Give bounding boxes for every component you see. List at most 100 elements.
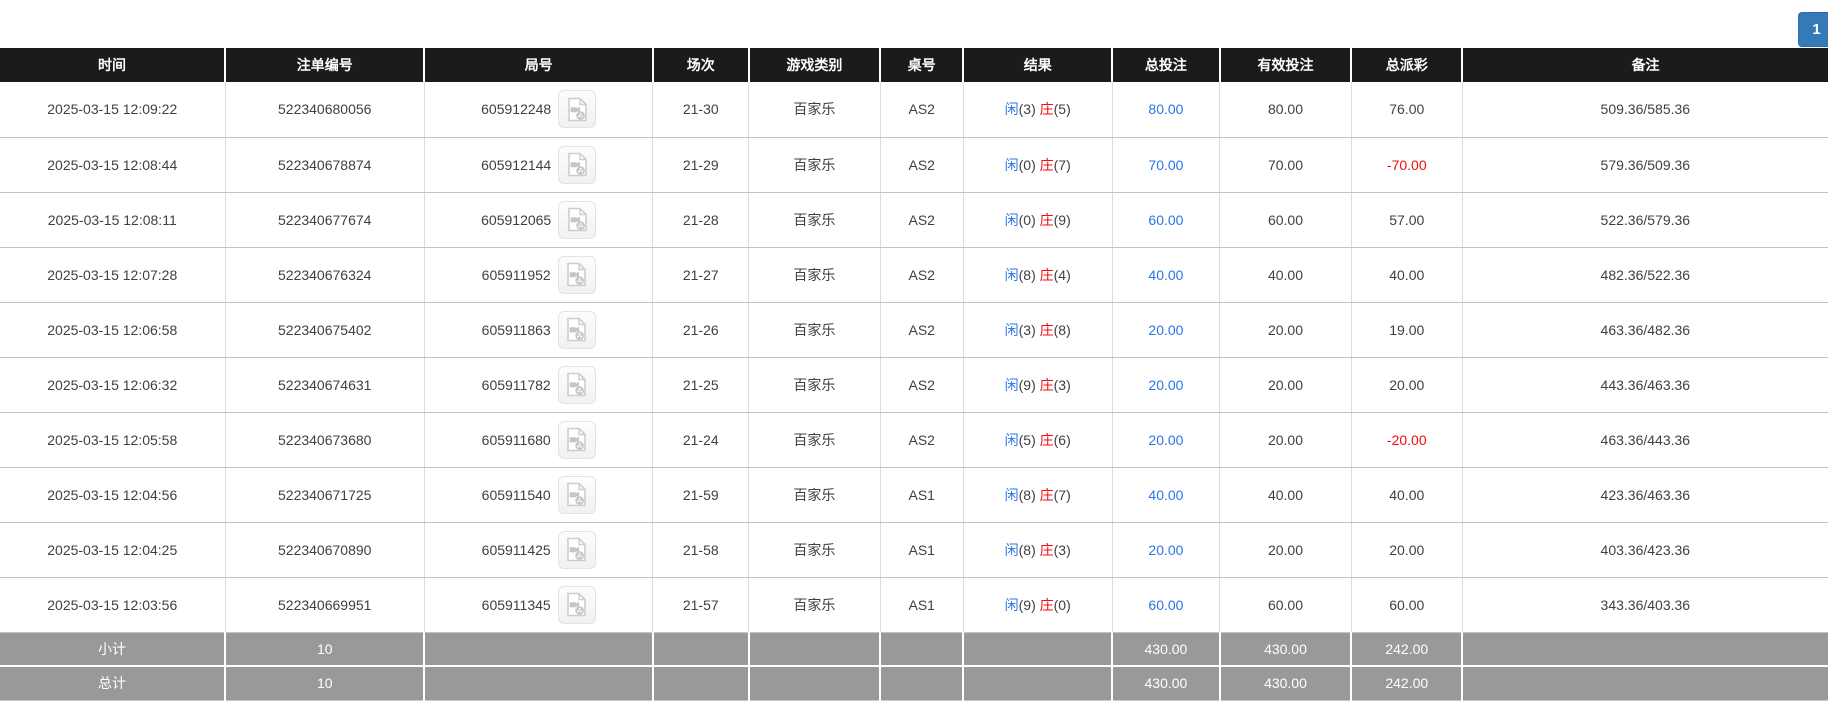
video-replay-button[interactable] bbox=[558, 90, 597, 129]
cell-game-type: 百家乐 bbox=[748, 412, 881, 468]
video-replay-icon bbox=[567, 317, 587, 342]
round-number: 605911540 bbox=[481, 486, 551, 503]
table-row: 2025-03-15 12:04:25 522340670890 605911425… bbox=[0, 522, 1828, 578]
round-number: 605911782 bbox=[481, 376, 551, 393]
result-player-label: 闲 bbox=[1004, 156, 1019, 173]
cell-session: 21-26 bbox=[652, 302, 750, 358]
video-replay-button[interactable] bbox=[557, 310, 596, 349]
pagination-page-button[interactable]: 1 bbox=[1798, 12, 1828, 47]
video-replay-button[interactable] bbox=[557, 530, 596, 569]
cell-time: 2025-03-15 12:03:56 bbox=[0, 577, 226, 633]
cell-valid-bet: 20.00 bbox=[1219, 357, 1352, 413]
cell-remark: 579.36/509.36 bbox=[1462, 137, 1828, 193]
video-replay-button[interactable] bbox=[557, 585, 596, 624]
cell-time: 2025-03-15 12:09:22 bbox=[0, 82, 226, 138]
cell-result: 闲(8) 庄(7) bbox=[963, 467, 1113, 523]
column-header-result: 结果 bbox=[963, 48, 1114, 82]
result-banker-label: 庄 bbox=[1039, 321, 1054, 338]
cell-session: 21-25 bbox=[652, 357, 750, 413]
cell-game-type: 百家乐 bbox=[748, 522, 881, 578]
cell-round: 605911952 bbox=[424, 247, 654, 303]
cell-remark: 403.36/423.36 bbox=[1462, 522, 1828, 578]
round-number: 605911863 bbox=[481, 321, 551, 338]
result-player-label: 闲 bbox=[1004, 211, 1019, 228]
cell-total-bet: 60.00 bbox=[1112, 192, 1221, 248]
table-row: 2025-03-15 12:09:22 522340680056 605912248… bbox=[0, 82, 1828, 138]
cell-remark: 509.36/585.36 bbox=[1462, 82, 1828, 138]
cell-payout: -70.00 bbox=[1351, 137, 1463, 193]
video-replay-icon bbox=[567, 537, 587, 562]
cell-valid-bet: 60.00 bbox=[1219, 192, 1352, 248]
cell-total-bet: 40.00 bbox=[1112, 467, 1221, 523]
cell-total-bet: 20.00 bbox=[1112, 412, 1221, 468]
column-header-payout: 总派彩 bbox=[1351, 48, 1464, 82]
result-player-score: (0) bbox=[1018, 156, 1036, 173]
video-replay-button[interactable] bbox=[557, 420, 596, 459]
cell-session: 21-28 bbox=[652, 192, 750, 248]
cell-bet-id: 522340676324 bbox=[225, 247, 425, 303]
cell-valid-bet: 80.00 bbox=[1219, 82, 1352, 138]
cell-round: 605911782 bbox=[424, 357, 654, 413]
cell-total-bet: 20.00 bbox=[1112, 522, 1221, 578]
cell-game-type: 百家乐 bbox=[748, 82, 881, 138]
column-header-round: 局号 bbox=[424, 48, 654, 82]
video-replay-button[interactable] bbox=[557, 475, 596, 514]
table-row: 2025-03-15 12:05:58 522340673680 605911680… bbox=[0, 412, 1828, 468]
result-player-score: (5) bbox=[1018, 431, 1036, 448]
result-banker-score: (8) bbox=[1053, 321, 1071, 338]
table-row: 2025-03-15 12:07:28 522340676324 605911952… bbox=[0, 247, 1828, 303]
table-row: 2025-03-15 12:03:56 522340669951 605911345… bbox=[0, 577, 1828, 633]
column-header-table-no: 桌号 bbox=[880, 48, 965, 82]
cell-bet-id: 522340673680 bbox=[225, 412, 425, 468]
cell-table-no: AS2 bbox=[880, 192, 964, 248]
cell-game-type: 百家乐 bbox=[748, 192, 881, 248]
result-player-score: (0) bbox=[1018, 211, 1036, 228]
cell-game-type: 百家乐 bbox=[748, 357, 881, 413]
cell-valid-bet: 20.00 bbox=[1219, 522, 1352, 578]
cell-table-no: AS2 bbox=[880, 82, 964, 138]
cell-valid-bet: 40.00 bbox=[1219, 247, 1352, 303]
result-banker-score: (9) bbox=[1053, 211, 1071, 228]
video-replay-icon bbox=[567, 152, 587, 177]
result-banker-score: (7) bbox=[1053, 486, 1071, 503]
cell-game-type: 百家乐 bbox=[748, 137, 881, 193]
cell-payout: 20.00 bbox=[1351, 357, 1463, 413]
cell-result: 闲(8) 庄(3) bbox=[963, 522, 1113, 578]
column-header-time: 时间 bbox=[0, 48, 227, 82]
cell-payout: 20.00 bbox=[1351, 522, 1463, 578]
video-replay-button[interactable] bbox=[557, 365, 596, 404]
subtotal-valid-bet: 430.00 bbox=[1219, 632, 1353, 667]
cell-round: 605911680 bbox=[424, 412, 654, 468]
table-footer: 小计 10 430.00 430.00 242.00 总计 10 430.00 430.00 24… bbox=[0, 632, 1828, 701]
round-number: 605911345 bbox=[481, 596, 551, 613]
cell-payout: 60.00 bbox=[1351, 577, 1463, 633]
result-player-label: 闲 bbox=[1004, 431, 1019, 448]
cell-round: 605911540 bbox=[424, 467, 654, 523]
result-banker-label: 庄 bbox=[1039, 376, 1054, 393]
subtotal-payout: 242.00 bbox=[1351, 632, 1464, 667]
result-player-label: 闲 bbox=[1004, 541, 1019, 558]
cell-game-type: 百家乐 bbox=[748, 247, 881, 303]
total-label: 总计 bbox=[0, 666, 227, 701]
table-row: 2025-03-15 12:06:58 522340675402 605911863… bbox=[0, 302, 1828, 358]
cell-valid-bet: 20.00 bbox=[1219, 302, 1352, 358]
cell-total-bet: 20.00 bbox=[1112, 357, 1221, 413]
video-replay-button[interactable] bbox=[557, 255, 596, 294]
cell-total-bet: 20.00 bbox=[1112, 302, 1221, 358]
column-header-valid-bet: 有效投注 bbox=[1219, 48, 1353, 82]
cell-bet-id: 522340675402 bbox=[225, 302, 425, 358]
video-replay-button[interactable] bbox=[558, 200, 597, 239]
video-replay-icon bbox=[567, 97, 587, 122]
video-replay-button[interactable] bbox=[558, 145, 597, 184]
cell-game-type: 百家乐 bbox=[748, 467, 881, 523]
cell-valid-bet: 20.00 bbox=[1219, 412, 1352, 468]
video-replay-icon bbox=[567, 482, 587, 507]
cell-result: 闲(3) 庄(8) bbox=[963, 302, 1113, 358]
video-replay-icon bbox=[567, 427, 587, 452]
cell-session: 21-59 bbox=[652, 467, 750, 523]
cell-payout: 76.00 bbox=[1351, 82, 1463, 138]
table-header: 时间 注单编号 局号 场次 游戏类别 桌号 结果 总投注 有效投注 总派彩 备注 bbox=[0, 48, 1828, 82]
subtotal-count: 10 bbox=[225, 632, 426, 667]
cell-result: 闲(8) 庄(4) bbox=[963, 247, 1113, 303]
cell-round: 605912248 bbox=[424, 82, 654, 138]
